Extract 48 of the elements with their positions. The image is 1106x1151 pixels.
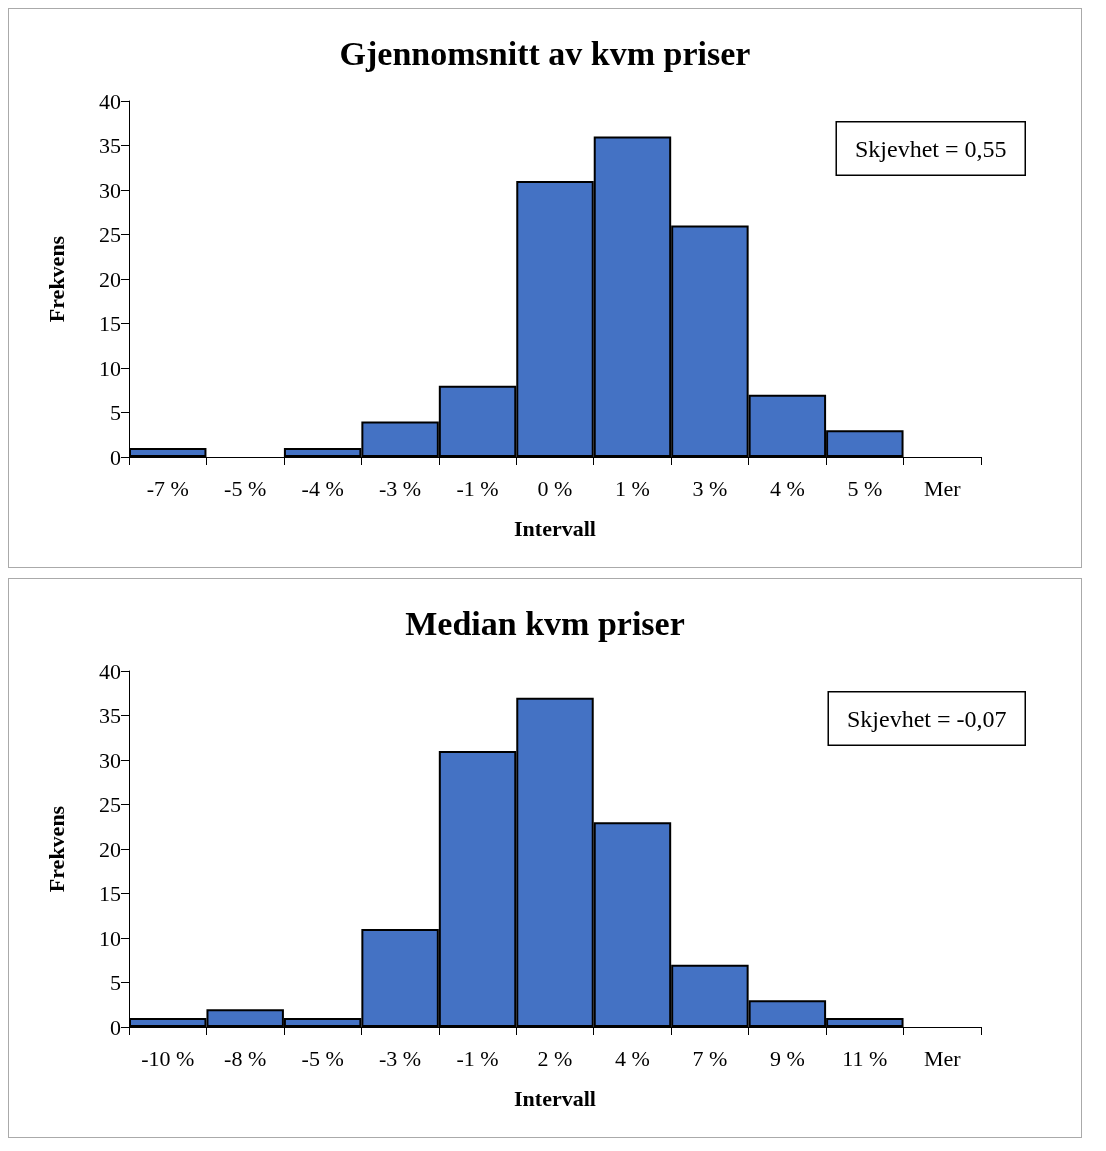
y-axis-title: Frekvens (43, 235, 69, 323)
x-tick-label: 11 % (842, 1045, 888, 1071)
y-tick-label: 35 (99, 703, 121, 728)
x-tick-label: 4 % (769, 475, 805, 501)
y-tick-label: 30 (99, 747, 121, 773)
x-tick-label: -4 % (301, 475, 344, 501)
x-tick-label: -3 % (379, 475, 422, 501)
y-tick-label: 35 (99, 133, 121, 158)
x-tick-label: -8 % (224, 1045, 267, 1071)
y-tick-label: 10 (99, 355, 121, 381)
x-tick-label: 2 % (537, 1045, 573, 1071)
x-tick-label: -5 % (301, 1045, 344, 1071)
chart-title: Gjennomsnitt av kvm priser (339, 34, 751, 72)
x-tick-label: 5 % (847, 475, 883, 501)
chart-title: Median kvm priser (405, 604, 685, 642)
y-tick-label: 0 (110, 1014, 121, 1040)
x-tick-label: 4 % (615, 1045, 650, 1071)
y-tick-label: 30 (99, 177, 121, 203)
x-axis-title: Intervall (514, 1085, 596, 1111)
y-tick-label: 10 (99, 925, 121, 951)
y-axis-title: Frekvens (43, 805, 69, 893)
x-tick-label: -1 % (456, 1045, 499, 1071)
y-tick-label: 40 (99, 88, 121, 114)
y-tick-label: 40 (99, 658, 121, 684)
x-tick-label: 3 % (692, 475, 728, 501)
y-tick-label: 20 (99, 266, 121, 292)
x-tick-label: 0 % (537, 475, 573, 501)
y-tick-label: 0 (110, 444, 121, 470)
x-tick-label: -5 % (224, 475, 267, 501)
y-tick-label: 20 (99, 836, 121, 862)
annotation: Skjevhet = 0,55 (854, 135, 1007, 162)
x-tick-label: -7 % (146, 475, 189, 501)
x-axis-title: Intervall (514, 515, 596, 541)
x-tick-label: Mer (923, 1045, 962, 1071)
x-tick-label: Mer (923, 475, 962, 501)
y-tick-label: 25 (99, 222, 121, 247)
x-tick-label: -1 % (456, 475, 499, 501)
x-tick-label: 9 % (769, 1045, 805, 1071)
x-tick-label: 1 % (615, 475, 650, 501)
y-tick-label: 5 (110, 970, 121, 995)
y-tick-label: 25 (99, 792, 121, 817)
x-tick-label: -10 % (141, 1045, 195, 1071)
annotation: Skjevhet = -0,07 (846, 705, 1007, 732)
x-tick-label: 7 % (692, 1045, 728, 1071)
x-tick-label: -3 % (379, 1045, 422, 1071)
y-tick-label: 5 (110, 400, 121, 425)
y-tick-label: 15 (99, 311, 121, 336)
y-tick-label: 15 (99, 881, 121, 906)
